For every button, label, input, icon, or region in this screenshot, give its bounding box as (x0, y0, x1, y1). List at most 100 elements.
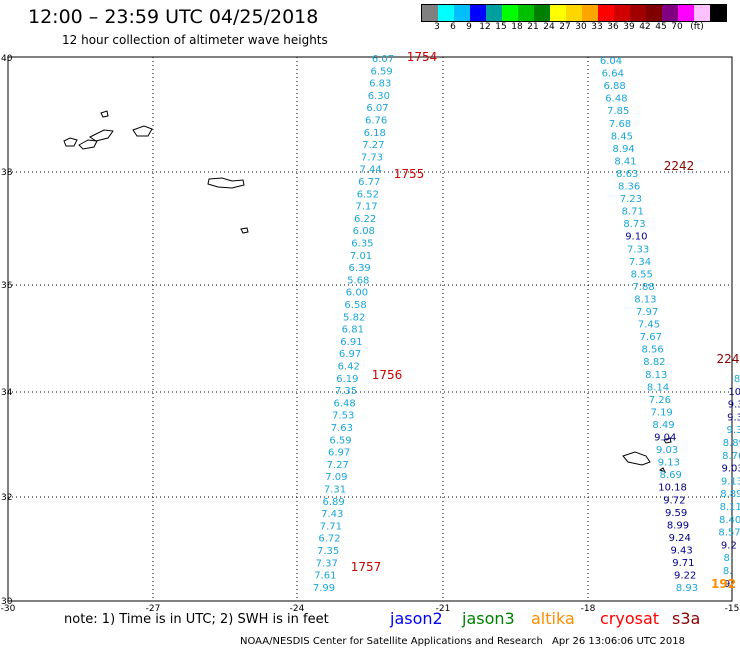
wave-height-label: 6.07 (372, 54, 394, 65)
wave-height-label: 7.35 (335, 386, 357, 397)
wave-height-label: 8.93 (676, 583, 698, 594)
lon-label: -21 (436, 604, 451, 614)
wave-height-label: 7.43 (321, 509, 343, 520)
legend-swatch (470, 5, 486, 21)
wave-height-label: 8.94 (613, 144, 635, 155)
legend-swatch (614, 5, 630, 21)
wave-height-label: 6.48 (333, 398, 355, 409)
wave-height-label: 7.44 (360, 165, 382, 176)
wave-height-label: 8.89 (723, 438, 740, 449)
wave-height-label: 9.22 (674, 571, 696, 582)
legend-label: 42 (639, 22, 651, 32)
wave-height-label: 6.04 (600, 56, 622, 67)
wave-height-label: 6.59 (329, 435, 351, 446)
island-outline (622, 451, 651, 466)
wave-height-label: 8.71 (622, 207, 644, 218)
legend-swatch (662, 5, 678, 21)
wave-height-label: 7.27 (327, 460, 349, 471)
pass-time-label: 1757 (351, 560, 382, 574)
legend-label: 33 (591, 22, 603, 32)
wave-height-label: 6.48 (605, 94, 627, 105)
wave-height-label: 8.13 (634, 294, 656, 305)
legend-label: 3 (434, 22, 440, 32)
legend-swatch (694, 5, 710, 21)
legend-swatch (566, 5, 582, 21)
wave-height-label: 6.89 (322, 497, 344, 508)
wave-height-label: 9.03 (656, 445, 678, 456)
pass-time-label: 224 (717, 352, 740, 366)
wave-height-label: 6.97 (328, 448, 350, 459)
wave-height-label: 8.57 (718, 528, 740, 539)
map-frame (7, 56, 733, 602)
satellite-altika: altika (531, 609, 575, 628)
legend-label: 12 (479, 22, 491, 32)
wave-height-label: 8.69 (660, 470, 682, 481)
wave-height-label: 9.3 (728, 400, 740, 411)
satellite-jason3: jason3 (462, 609, 515, 628)
island-outline (658, 467, 667, 473)
lon-label: -30 (1, 604, 16, 614)
pass-time-label: 1756 (372, 368, 403, 382)
wave-height-label: 7.17 (355, 202, 377, 213)
lat-label: 36 (1, 281, 13, 291)
legend-swatch (550, 5, 566, 21)
wave-height-label: 7.01 (350, 251, 372, 262)
legend-swatch (710, 5, 726, 21)
wave-height-label: 7.35 (317, 546, 339, 557)
legend-swatch (518, 5, 534, 21)
wave-height-label: 9.13 (721, 476, 740, 487)
island-outline (63, 137, 78, 147)
legend-swatch (438, 5, 454, 21)
wave-height-label: 8.11 (720, 502, 740, 513)
satellite-s3a: s3a (672, 609, 701, 628)
wave-height-label: 8.76 (722, 451, 740, 462)
wave-height-label: 9.24 (669, 533, 691, 544)
wave-height-label: 7.85 (607, 106, 629, 117)
lat-label: 30 (1, 597, 13, 607)
wave-height-label: 6.97 (339, 349, 361, 360)
wave-height-label: 6.88 (603, 81, 625, 92)
wave-height-label: 6.72 (318, 534, 340, 545)
lat-label: 32 (1, 493, 12, 503)
island-outline (132, 125, 153, 137)
wave-height-label: 6.07 (366, 103, 388, 114)
wave-height-label: 6.19 (336, 374, 358, 385)
wave-height-label: 7.31 (324, 485, 346, 496)
wave-height-label: 6.22 (354, 214, 376, 225)
chart-subtitle: 12 hour collection of altimeter wave hei… (62, 33, 328, 47)
wave-height-label: 6.30 (368, 91, 390, 102)
pass-time-label: 1755 (394, 167, 425, 181)
wave-height-label: 8.99 (667, 520, 689, 531)
wave-height-label: 9 (724, 579, 730, 590)
pass-time-label: 192 (711, 577, 736, 591)
wave-height-label: 5.82 (343, 312, 365, 323)
wave-height-label: 8.89 (720, 489, 740, 500)
wave-height-label: 8. (723, 553, 733, 564)
legend-label: (ft) (690, 22, 704, 32)
island-outline (663, 437, 672, 444)
legend-label: 9 (466, 22, 472, 32)
wave-height-label: 5.68 (347, 275, 369, 286)
wave-height-label: 7.71 (320, 521, 342, 532)
wave-height-label: 7.37 (316, 558, 338, 569)
lon-label: -24 (290, 604, 305, 614)
wave-height-label: 6.08 (353, 226, 375, 237)
wave-height-label: 10. (728, 387, 740, 398)
legend-label: 24 (543, 22, 555, 32)
wave-height-label: 6.52 (357, 189, 379, 200)
legend-label: 21 (527, 22, 539, 32)
legend-label: 36 (607, 22, 619, 32)
wave-height-label: 6.58 (344, 300, 366, 311)
wave-height-label: 8.55 (631, 269, 653, 280)
wave-height-label: 9.2 (721, 540, 737, 551)
legend-label: 15 (495, 22, 507, 32)
wave-height-label: 6.59 (370, 66, 392, 77)
color-legend (421, 4, 727, 22)
wave-height-label: 7.34 (629, 257, 651, 268)
legend-label: 39 (623, 22, 635, 32)
pass-time-label: 2242 (664, 159, 695, 173)
legend-swatch (486, 5, 502, 21)
wave-height-label: 8.14 (647, 382, 669, 393)
legend-swatch (454, 5, 470, 21)
